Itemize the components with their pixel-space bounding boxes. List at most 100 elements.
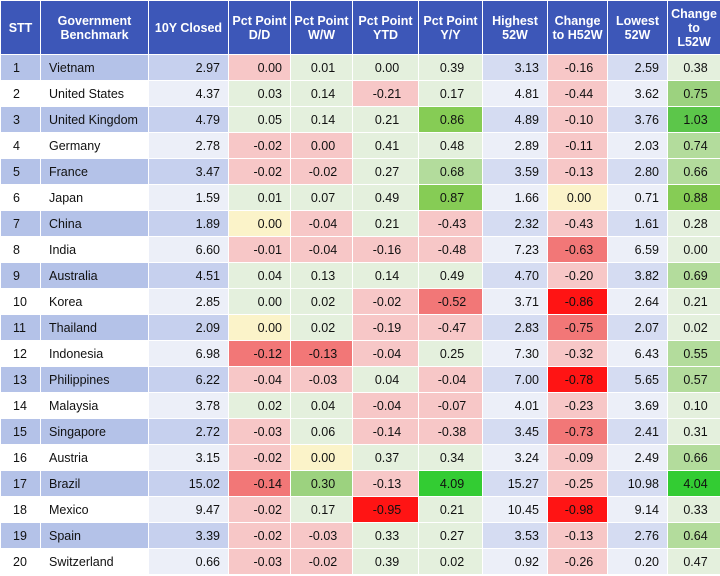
cell-10y-closed: 3.39 (148, 522, 229, 549)
cell-pct-ww: 0.04 (290, 392, 353, 419)
cell-lowest-52w: 2.59 (607, 54, 668, 81)
cell-lowest-52w: 10.98 (607, 470, 668, 497)
cell-pct-ww: -0.03 (290, 366, 353, 393)
cell-pct-dd: -0.04 (228, 366, 291, 393)
cell-pct-ww: -0.13 (290, 340, 353, 367)
cell-pct-yy: -0.38 (418, 418, 483, 445)
cell-pct-ytd: 0.39 (352, 548, 419, 575)
header-pct-point-ww: Pct Point W/W (290, 0, 353, 55)
cell-lowest-52w: 2.76 (607, 522, 668, 549)
cell-country: Thailand (40, 314, 149, 341)
cell-stt: 6 (0, 184, 41, 211)
cell-lowest-52w: 2.41 (607, 418, 668, 445)
cell-highest-52w: 3.13 (482, 54, 548, 81)
cell-pct-yy: -0.43 (418, 210, 483, 237)
cell-change-h52w: -0.44 (547, 80, 608, 107)
cell-10y-closed: 6.98 (148, 340, 229, 367)
cell-change-l52w: 0.28 (667, 210, 720, 237)
cell-lowest-52w: 6.43 (607, 340, 668, 367)
cell-pct-yy: -0.48 (418, 236, 483, 263)
cell-change-h52w: -0.13 (547, 522, 608, 549)
cell-stt: 13 (0, 366, 41, 393)
cell-10y-closed: 2.85 (148, 288, 229, 315)
cell-pct-ww: 0.30 (290, 470, 353, 497)
cell-pct-ytd: -0.21 (352, 80, 419, 107)
table-row: 2 United States 4.37 0.03 0.14 -0.21 0.17 4.81-… (0, 80, 720, 107)
cell-highest-52w: 7.00 (482, 366, 548, 393)
cell-pct-ytd: -0.04 (352, 340, 419, 367)
cell-lowest-52w: 2.03 (607, 132, 668, 159)
header-pct-point-dd: Pct Point D/D (228, 0, 291, 55)
cell-change-h52w: -0.23 (547, 392, 608, 419)
cell-pct-ytd: 0.04 (352, 366, 419, 393)
cell-pct-ww: -0.02 (290, 158, 353, 185)
cell-pct-yy: -0.07 (418, 392, 483, 419)
cell-stt: 16 (0, 444, 41, 471)
cell-country: Singapore (40, 418, 149, 445)
cell-pct-ytd: -0.13 (352, 470, 419, 497)
cell-change-l52w: 0.47 (667, 548, 720, 575)
cell-pct-dd: 0.00 (228, 314, 291, 341)
table-row: 18 Mexico 9.47 -0.02 0.17 -0.95 0.21 10.45 -0.98… (0, 496, 720, 523)
table-row: 1 Vietnam 2.97 0.00 0.01 0.00 0.39 3.13 -0.16 2.5… (0, 54, 720, 81)
cell-pct-ytd: -0.95 (352, 496, 419, 523)
cell-pct-dd: -0.02 (228, 522, 291, 549)
cell-change-l52w: 0.31 (667, 418, 720, 445)
cell-country: Australia (40, 262, 149, 289)
cell-pct-ytd: 0.14 (352, 262, 419, 289)
cell-pct-ww: 0.01 (290, 54, 353, 81)
cell-change-l52w: 0.69 (667, 262, 720, 289)
cell-change-l52w: 1.03 (667, 106, 720, 133)
cell-lowest-52w: 3.82 (607, 262, 668, 289)
cell-stt: 19 (0, 522, 41, 549)
table-row: 7 China 1.89 0.00 -0.04 0.21 -0.43 2.32 -0.43 1.6… (0, 210, 720, 237)
cell-pct-dd: -0.02 (228, 444, 291, 471)
header-pct-point-ytd: Pct Point YTD (352, 0, 419, 55)
cell-change-h52w: -0.98 (547, 496, 608, 523)
cell-country: Brazil (40, 470, 149, 497)
cell-change-h52w: -0.25 (547, 470, 608, 497)
cell-highest-52w: 2.32 (482, 210, 548, 237)
cell-pct-ww: -0.04 (290, 236, 353, 263)
cell-pct-dd: 0.00 (228, 54, 291, 81)
cell-pct-ytd: 0.00 (352, 54, 419, 81)
cell-stt: 9 (0, 262, 41, 289)
cell-stt: 12 (0, 340, 41, 367)
cell-stt: 20 (0, 548, 41, 575)
table-row: 19 Spain 3.39 -0.02 -0.03 0.33 0.27 3.53 -0.13 2.… (0, 522, 720, 549)
cell-change-h52w: -0.09 (547, 444, 608, 471)
cell-pct-ytd: 0.21 (352, 210, 419, 237)
cell-stt: 10 (0, 288, 41, 315)
cell-pct-dd: 0.00 (228, 210, 291, 237)
cell-pct-ytd: -0.02 (352, 288, 419, 315)
cell-pct-dd: 0.04 (228, 262, 291, 289)
cell-10y-closed: 6.22 (148, 366, 229, 393)
cell-stt: 11 (0, 314, 41, 341)
cell-pct-ww: -0.03 (290, 522, 353, 549)
cell-lowest-52w: 3.62 (607, 80, 668, 107)
cell-pct-yy: -0.47 (418, 314, 483, 341)
cell-change-h52w: -0.86 (547, 288, 608, 315)
table-row: 16 Austria 3.15 -0.02 0.00 0.37 0.34 3.24 -0.09 2… (0, 444, 720, 471)
cell-pct-ww: 0.14 (290, 106, 353, 133)
header-change-to-l52w: Change to L52W (667, 0, 720, 55)
cell-pct-yy: 0.34 (418, 444, 483, 471)
table-row: 4 Germany 2.78 -0.02 0.00 0.41 0.48 2.89 -0.11 2.… (0, 132, 720, 159)
cell-country: Germany (40, 132, 149, 159)
cell-change-l52w: 0.66 (667, 444, 720, 471)
cell-10y-closed: 9.47 (148, 496, 229, 523)
cell-pct-ww: 0.00 (290, 132, 353, 159)
cell-change-h52w: -0.63 (547, 236, 608, 263)
cell-change-l52w: 0.33 (667, 496, 720, 523)
cell-highest-52w: 2.83 (482, 314, 548, 341)
cell-pct-ww: 0.06 (290, 418, 353, 445)
header-row: STT Government Benchmark 10Y Closed Pct … (0, 0, 720, 55)
cell-pct-ytd: -0.19 (352, 314, 419, 341)
cell-pct-yy: 0.02 (418, 548, 483, 575)
cell-change-l52w: 0.57 (667, 366, 720, 393)
cell-highest-52w: 7.30 (482, 340, 548, 367)
table-row: 13 Philippines 6.22 -0.04 -0.03 0.04 -0.04 7.00… (0, 366, 720, 393)
cell-pct-ww: 0.13 (290, 262, 353, 289)
cell-pct-ww: 0.07 (290, 184, 353, 211)
